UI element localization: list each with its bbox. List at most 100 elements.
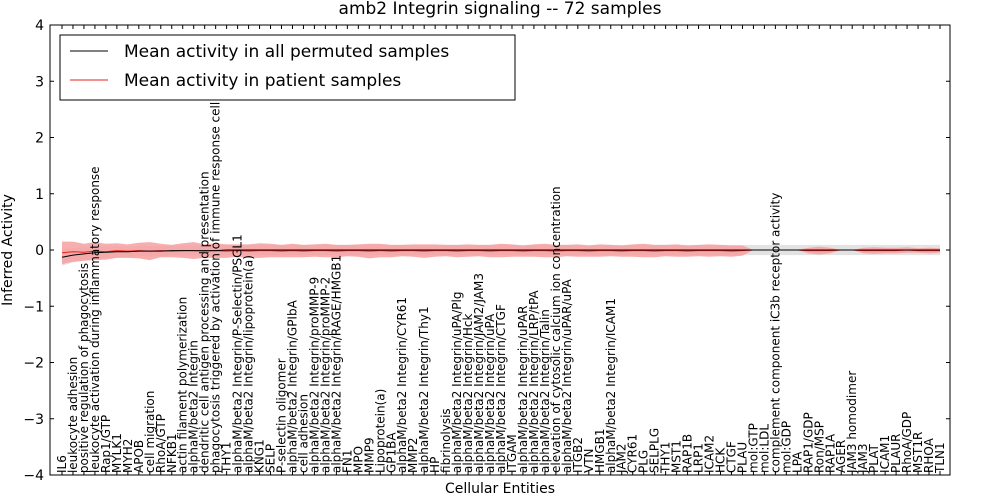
category-label: alphaM/beta2 Integrin/uPA/Plg: [450, 292, 464, 473]
y-tick-label: 0: [35, 243, 44, 259]
category-label: RAP1A: [823, 433, 837, 473]
category-label: MYH2: [121, 439, 135, 473]
category-label: elevation of cytosolic calcium ion conce…: [549, 186, 563, 473]
y-tick-label: 1: [35, 187, 44, 203]
axes-layer: 4 3 2 1 0 −1 −2 −3 −4: [23, 18, 951, 484]
category-label: SELPLG: [648, 428, 662, 473]
category-label: alphaM/beta2 Integrin/P-Selectin/PSGL1: [231, 234, 245, 473]
category-label: RhoA/GDP: [900, 412, 914, 473]
category-label: TLN1: [933, 442, 947, 474]
category-label: alphaM/beta2 Integrin/RAGE/HMGB1: [329, 255, 343, 473]
category-label: alphaM/beta2 Integrin/CTGF: [494, 304, 508, 473]
category-label: JAM2: [615, 443, 629, 474]
category-label: alphaM/beta2 Integrin/JAM2/JAM3: [472, 273, 486, 473]
y-tick-label: −4: [23, 468, 44, 484]
category-label: ICAM2: [703, 435, 717, 473]
category-label: APOB: [132, 440, 146, 473]
patient-band: [62, 241, 940, 265]
category-label: CYR61: [626, 434, 640, 473]
category-label: HMGB1: [593, 428, 607, 473]
y-tick-label: 3: [35, 74, 44, 90]
lines-layer: [61, 249, 940, 258]
category-label: ITGB2: [571, 437, 585, 473]
category-label: alphaM/beta2 Integrin/uPAR/uPA: [560, 278, 574, 473]
category-label: leukocyte activation during inflammatory…: [88, 166, 102, 473]
x-axis-label: Cellular Entities: [445, 481, 555, 497]
category-label: HP: [428, 457, 442, 473]
category-label: alphaM/beta2 Integrin/Thy1: [417, 306, 431, 473]
category-label: MMP9: [362, 437, 376, 473]
category-label: dendritic cell antigen processing and pr…: [198, 171, 212, 473]
y-axis-label: Inferred Activity: [0, 194, 16, 306]
category-label: alphaM/beta2 Integrin/LRP/tPA: [527, 290, 541, 473]
category-label: mol:GTP: [746, 423, 760, 473]
category-label: IL6: [55, 455, 69, 473]
category-label: SELP: [264, 444, 278, 473]
category-label: mol:LDL: [757, 424, 771, 473]
category-label: NFKB1: [165, 433, 179, 473]
permuted-mean-line: [61, 249, 940, 258]
category-label: RhoA/GTP: [154, 414, 168, 473]
category-label: alphaM/beta2 Integrin/uPAR: [516, 305, 530, 473]
category-label: alphaM/beta2 Integrin/Hck: [461, 313, 475, 473]
category-label: alphaM/beta2 Integrin/Talin: [538, 309, 552, 473]
category-label: MST1: [670, 440, 684, 473]
category-label: PLAU: [736, 442, 750, 473]
category-label: HCK: [714, 447, 728, 473]
category-label: RHOA: [922, 437, 936, 473]
category-label: JAM3 homodimer: [845, 371, 859, 474]
legend-box: [59, 34, 516, 101]
category-label: MYLK1: [110, 433, 124, 473]
category-label: Ron/MSP: [812, 421, 826, 473]
category-label: PLG: [637, 450, 651, 473]
category-label: AGER: [834, 440, 848, 473]
category-label: cell adhesion: [296, 394, 310, 473]
category-label: THY1: [220, 442, 234, 474]
category-label: RAP1/GDP: [801, 412, 815, 473]
chart-title: amb2 Integrin signaling -- 72 samples: [339, 0, 662, 19]
category-label: Rap1/GTP: [99, 415, 113, 473]
category-label: alphaM/beta2 Integrin: [187, 340, 201, 473]
category-label: KNG1: [253, 439, 267, 473]
category-label: PLAT: [867, 443, 881, 472]
legend: Mean activity in all permuted samples Mea…: [59, 34, 516, 101]
category-label: P-selectin oligomer: [275, 358, 289, 473]
y-tick-label: −1: [23, 299, 44, 315]
category-label: MST1R: [911, 432, 925, 473]
category-label: CTGF: [725, 441, 739, 473]
y-tick-label: −2: [23, 356, 44, 372]
category-label: alphaM/beta2 Integrin/proMMP-9: [307, 277, 321, 473]
category-label: LRP1: [692, 443, 706, 473]
category-label: Lipoprotein(a): [373, 389, 387, 473]
category-label: fibrinolysis: [439, 408, 453, 473]
category-label: alphaM/beta2 Integrin/uPA: [483, 313, 497, 473]
legend-label: Mean activity in all permuted samples: [124, 42, 449, 62]
category-label: MMP2: [406, 437, 420, 473]
category-label: THY1: [659, 442, 673, 474]
category-label: MPO: [351, 446, 365, 473]
category-label: GP1BA: [384, 432, 398, 473]
bands-layer: [62, 241, 940, 266]
category-label: alphaM/beta2 Integrin/lipoprotein(a): [242, 255, 256, 473]
category-label: ICAM1: [878, 435, 892, 473]
category-label: LPA: [790, 451, 804, 473]
category-label: alphaM/beta2 Integrin/proMMP-2: [318, 277, 332, 473]
category-label: alphaM/beta2 Integrin/GPIbA: [286, 299, 300, 473]
category-label: actin filament polymerization: [176, 297, 190, 473]
category-label: RAP1B: [681, 434, 695, 473]
category-label: ITGAM: [505, 434, 519, 473]
category-label: positive regulation of phagocytosis: [77, 263, 91, 473]
category-label: JAM3: [856, 443, 870, 474]
y-tick-label: 4: [35, 18, 44, 34]
category-label: cell migration: [143, 391, 157, 473]
category-label: phagocytosis triggered by activation of …: [209, 54, 223, 473]
category-label: PLAUR: [889, 433, 903, 473]
category-label: mol:GDP: [779, 421, 793, 473]
category-label: alphaM/beta2 Integrin/ICAM1: [604, 298, 618, 473]
category-label: complement component iC3b receptor activ…: [768, 193, 782, 473]
category-label: alphaM/beta2 Integrin/CYR61: [395, 297, 409, 473]
category-label: leukocyte adhesion: [66, 357, 80, 473]
